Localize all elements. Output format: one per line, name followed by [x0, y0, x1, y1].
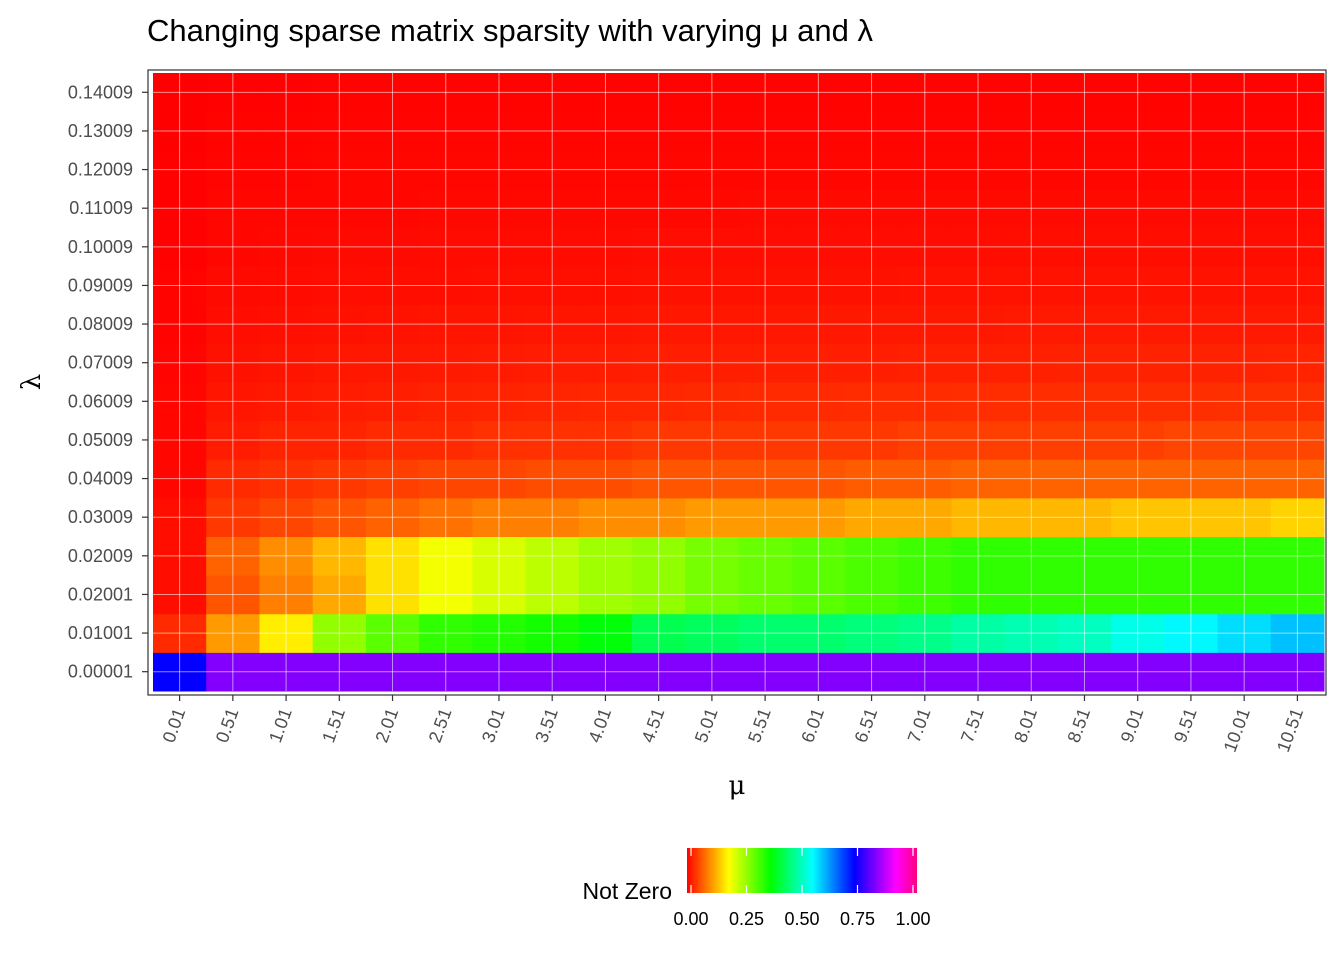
- y-tick-label: 0.12009: [68, 160, 133, 180]
- legend-tick-label: 0.25: [729, 909, 764, 929]
- heatmap-cells: [153, 73, 1325, 692]
- x-tick-label: 6.51: [851, 706, 882, 746]
- legend: Not Zero 0.00 0.25 0.50 0.75 1.00: [583, 848, 931, 929]
- x-tick-label: 8.01: [1010, 706, 1041, 746]
- x-axis-title: μ: [729, 771, 746, 801]
- x-tick-label: 7.01: [904, 706, 935, 746]
- x-tick-label: 5.01: [691, 706, 722, 746]
- x-tick-label: 0.51: [212, 706, 243, 746]
- y-tick-label: 0.02001: [68, 584, 133, 604]
- y-tick-label: 0.06009: [68, 391, 133, 411]
- x-tick-label: 2.51: [425, 706, 456, 746]
- x-tick-label: 7.51: [957, 706, 988, 746]
- legend-title: Not Zero: [583, 878, 672, 904]
- y-tick-label: 0.03009: [68, 507, 133, 527]
- x-tick-label: 9.01: [1117, 706, 1148, 746]
- y-tick-label: 0.13009: [68, 121, 133, 141]
- legend-tick-label: 1.00: [895, 909, 930, 929]
- y-tick-label: 0.08009: [68, 314, 133, 334]
- y-tick-label: 0.02009: [68, 546, 133, 566]
- x-tick-label: 4.01: [584, 706, 615, 746]
- panel-border: [147, 69, 1327, 696]
- y-axis-title: λ: [17, 374, 47, 390]
- y-tick-label: 0.04009: [68, 469, 133, 489]
- x-tick-label: 2.01: [372, 706, 403, 746]
- chart-title: Changing sparse matrix sparsity with var…: [147, 13, 874, 48]
- x-tick-label: 1.01: [265, 706, 296, 746]
- x-tick-label: 4.51: [638, 706, 669, 746]
- y-tick-label: 0.00001: [68, 662, 133, 682]
- x-tick-label: 6.01: [797, 706, 828, 746]
- x-tick-label: 8.51: [1063, 706, 1094, 746]
- legend-ticks: 0.00 0.25 0.50 0.75 1.00: [673, 848, 931, 929]
- x-axis: 0.01 0.51 1.01 1.51 2.01 2.51 3.01 3.51 4.01 4.51…: [159, 695, 1307, 755]
- legend-tick-label: 0.75: [840, 909, 875, 929]
- x-tick-label: 3.51: [531, 706, 562, 746]
- x-tick-label: 0.01: [159, 706, 190, 746]
- y-tick-label: 0.01001: [68, 623, 133, 643]
- y-axis: 0.00001 0.01001 0.02001 0.02009 0.03009 0.040…: [68, 82, 148, 682]
- x-tick-label: 10.51: [1273, 706, 1307, 755]
- y-tick-label: 0.14009: [68, 82, 133, 102]
- legend-tick-label: 0.00: [673, 909, 708, 929]
- x-tick-label: 3.01: [478, 706, 509, 746]
- x-tick-label: 5.51: [744, 706, 775, 746]
- x-tick-label: 1.51: [318, 706, 349, 746]
- y-tick-label: 0.10009: [68, 237, 133, 257]
- y-tick-label: 0.05009: [68, 430, 133, 450]
- x-tick-label: 9.51: [1170, 706, 1201, 746]
- gridlines: [153, 73, 1324, 691]
- x-tick-label: 10.01: [1220, 706, 1254, 755]
- legend-tick-label: 0.50: [784, 909, 819, 929]
- y-tick-label: 0.11009: [69, 198, 133, 218]
- y-tick-label: 0.09009: [68, 275, 133, 295]
- y-tick-label: 0.07009: [68, 353, 133, 373]
